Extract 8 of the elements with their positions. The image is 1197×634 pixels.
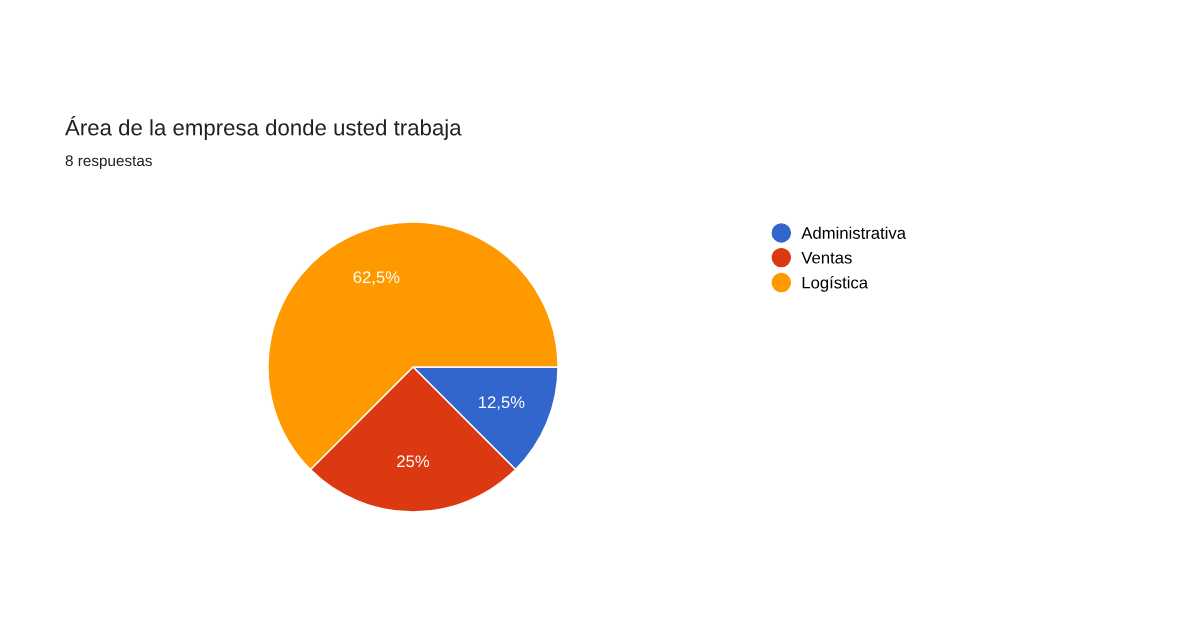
- text: 8 respuestas: [65, 155, 152, 170]
- data-label: 25%: [397, 455, 430, 468]
- legend-label: Ventas: [801, 251, 852, 264]
- data-label: 62,5%: [353, 271, 400, 286]
- legend-label: Logística: [802, 276, 869, 292]
- legend-label: Administrativa: [801, 226, 906, 239]
- data-label: 12,5%: [479, 396, 525, 411]
- chart-title: Área de la empresa donde usted trabaja: [65, 116, 462, 140]
